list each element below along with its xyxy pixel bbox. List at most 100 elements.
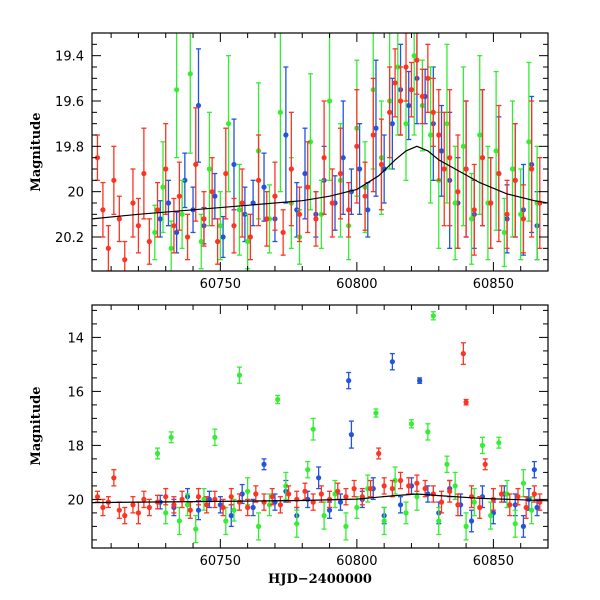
top-series-1-point-10 bbox=[236, 163, 243, 256]
data-point bbox=[100, 207, 106, 213]
top-series-0-point-28 bbox=[406, 70, 412, 141]
data-point bbox=[212, 434, 218, 440]
top-series-2 bbox=[94, 33, 543, 271]
data-point bbox=[356, 166, 363, 172]
top-x-tick-label: 60800 bbox=[336, 277, 377, 292]
bottom-series-1-point-6 bbox=[201, 487, 207, 511]
bottom-series-0-point-38 bbox=[534, 498, 540, 517]
data-point bbox=[335, 488, 341, 494]
top-series-2-point-22 bbox=[247, 213, 253, 261]
top-series-2-point-30 bbox=[313, 191, 319, 247]
data-point bbox=[193, 161, 199, 168]
data-point bbox=[471, 207, 477, 213]
data-point bbox=[245, 488, 251, 494]
bottom-series-2-point-47 bbox=[455, 493, 461, 517]
data-point bbox=[283, 132, 289, 138]
top-series-2-point-40 bbox=[392, 48, 398, 118]
bottom-series-2-point-22 bbox=[253, 485, 259, 503]
bottom-series-1-point-31 bbox=[430, 311, 436, 321]
bottom-series-0-point-23 bbox=[397, 496, 404, 514]
data-point bbox=[447, 155, 453, 161]
bottom-series-2-point-29 bbox=[310, 493, 316, 511]
data-point bbox=[195, 494, 202, 500]
top-series-2-point-39 bbox=[387, 66, 393, 159]
data-point bbox=[261, 184, 267, 190]
data-point bbox=[94, 155, 101, 161]
data-point bbox=[204, 502, 210, 508]
bottom-frame bbox=[91, 304, 549, 549]
bottom-series-0-point-8 bbox=[250, 498, 256, 517]
data-point bbox=[498, 491, 505, 497]
data-point bbox=[283, 483, 289, 489]
bottom-series-0-point-9 bbox=[261, 458, 267, 471]
top-series-1-point-8 bbox=[217, 191, 223, 261]
data-point bbox=[346, 378, 352, 384]
data-point bbox=[146, 238, 152, 245]
bottom-x-tick-label: 60850 bbox=[473, 554, 514, 569]
top-series-2-point-13 bbox=[176, 161, 182, 231]
bottom-series-1-point-5 bbox=[193, 514, 199, 544]
data-point bbox=[471, 499, 477, 505]
bottom-series-1-point-26 bbox=[392, 466, 398, 495]
bottom-series-2-point-36 bbox=[367, 479, 374, 498]
data-point bbox=[367, 486, 374, 492]
top-x-tick-label: 60750 bbox=[200, 277, 241, 292]
bottom-series-1-point-35 bbox=[463, 512, 469, 541]
top-series-1-point-18 bbox=[318, 179, 324, 249]
bottom-series-2-point-23 bbox=[261, 493, 267, 511]
top-series-0-point-20 bbox=[340, 100, 346, 215]
bottom-series-2-point-48 bbox=[460, 342, 466, 366]
data-point bbox=[373, 410, 379, 416]
data-point bbox=[507, 502, 513, 508]
bottom-series-1-point-32 bbox=[436, 506, 442, 536]
top-series-0-point-8 bbox=[220, 215, 226, 259]
bottom-series-2-point-15 bbox=[195, 487, 202, 506]
bottom-series-0-point-16 bbox=[337, 493, 344, 511]
bottom-series-2-point-30 bbox=[318, 485, 324, 503]
data-point bbox=[520, 216, 527, 222]
data-point bbox=[425, 429, 431, 435]
data-point bbox=[146, 504, 152, 511]
top-series-2-point-8 bbox=[141, 127, 147, 220]
data-point bbox=[477, 504, 483, 511]
top-series-1 bbox=[152, 33, 540, 271]
data-point bbox=[245, 238, 251, 245]
top-series-2-point-46 bbox=[425, 43, 431, 113]
data-point bbox=[526, 139, 532, 145]
data-point bbox=[255, 177, 262, 183]
data-point bbox=[496, 170, 502, 177]
data-point bbox=[378, 161, 385, 168]
data-point bbox=[231, 161, 237, 168]
bottom-series-1-point-16 bbox=[294, 509, 300, 538]
data-point bbox=[441, 166, 447, 172]
top-series-2-point-29 bbox=[305, 141, 311, 234]
data-point bbox=[321, 155, 327, 161]
top-series-2-point-12 bbox=[171, 197, 177, 254]
data-point bbox=[296, 211, 303, 217]
data-point bbox=[526, 496, 532, 502]
data-point bbox=[408, 421, 415, 427]
data-point bbox=[264, 216, 270, 222]
data-point bbox=[247, 234, 253, 240]
data-point bbox=[195, 507, 202, 513]
data-point bbox=[403, 64, 409, 70]
bottom-series-1-point-12 bbox=[255, 512, 262, 541]
bottom-series-1-point-27 bbox=[403, 501, 409, 525]
data-point bbox=[414, 494, 420, 500]
top-series-2-point-37 bbox=[370, 77, 376, 193]
data-point bbox=[419, 93, 425, 100]
data-point bbox=[531, 467, 537, 473]
bottom-series-2-point-52 bbox=[482, 458, 488, 471]
top-series-2-point-18 bbox=[215, 218, 221, 265]
data-point bbox=[130, 200, 136, 206]
bottom-series-1-point-15 bbox=[283, 471, 289, 501]
bottom-series-1-point-20 bbox=[332, 479, 338, 509]
data-point bbox=[430, 109, 436, 115]
top-series-2-point-57 bbox=[504, 179, 510, 249]
data-point bbox=[463, 399, 469, 405]
data-point bbox=[326, 507, 333, 513]
top-series-2-point-20 bbox=[231, 197, 237, 254]
data-point bbox=[455, 189, 461, 195]
data-point bbox=[406, 483, 412, 489]
data-point bbox=[193, 526, 199, 532]
